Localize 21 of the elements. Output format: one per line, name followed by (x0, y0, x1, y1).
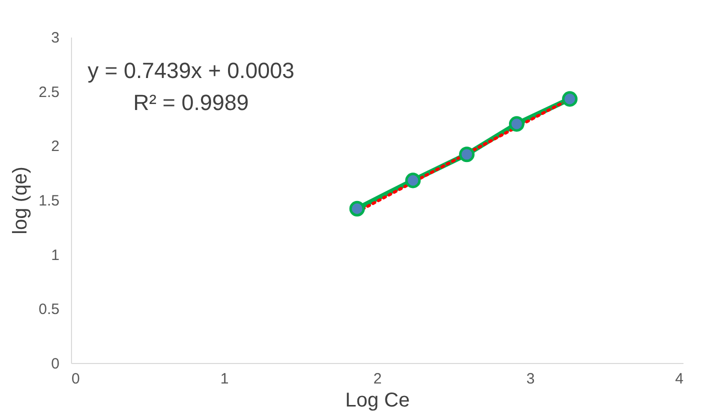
y-axis-title: log (qe) (10, 166, 32, 234)
annotation: y = 0.7439x + 0.0003 (88, 58, 294, 83)
y-tick-label: 0.5 (38, 301, 60, 318)
point (508, 116, 524, 132)
y-tick-label: 1.5 (38, 192, 60, 210)
annotation: R² = 0.9989 (133, 90, 249, 115)
y-tick-label: 0 (51, 356, 60, 372)
x-tick-label: 4 (675, 370, 684, 388)
point (405, 172, 421, 188)
y-tick-label: 2.5 (38, 84, 60, 101)
point (349, 200, 365, 216)
y-tick-label: 3 (51, 30, 60, 46)
y-tick-label: 2 (51, 138, 60, 156)
x-tick-label: 2 (373, 370, 382, 388)
y-tick-label: 1 (51, 246, 60, 264)
x-tick-label: 0 (72, 370, 80, 388)
x-axis-title: Log Ce (345, 390, 410, 412)
point (459, 146, 475, 162)
x-tick-label: 1 (220, 370, 229, 388)
point (562, 91, 578, 107)
x-tick-label: 3 (526, 370, 535, 388)
